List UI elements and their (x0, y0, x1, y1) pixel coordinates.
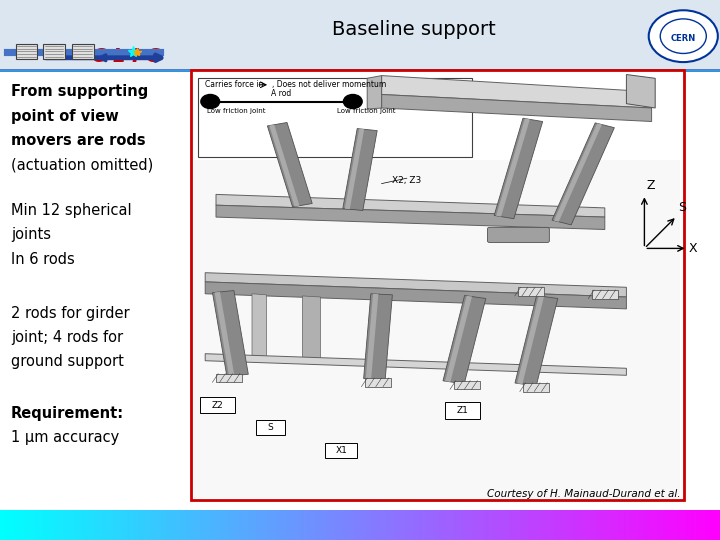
FancyBboxPatch shape (198, 78, 472, 157)
Polygon shape (267, 123, 312, 207)
Polygon shape (517, 296, 544, 384)
Polygon shape (252, 294, 266, 356)
FancyBboxPatch shape (518, 287, 544, 296)
FancyBboxPatch shape (523, 383, 549, 391)
Text: Carries force in: Carries force in (205, 80, 264, 89)
Polygon shape (205, 282, 626, 309)
Polygon shape (554, 123, 602, 222)
Text: X: X (689, 242, 698, 255)
FancyBboxPatch shape (72, 44, 94, 59)
Polygon shape (212, 291, 248, 376)
Text: Risto Nousiainen, CERN BE-RF – Helsinki Institute of Physics – VTT: Risto Nousiainen, CERN BE-RF – Helsinki … (9, 518, 375, 528)
FancyBboxPatch shape (365, 378, 391, 387)
Text: Min 12 spherical: Min 12 spherical (11, 203, 132, 218)
Text: S: S (678, 201, 686, 214)
Text: A rod: A rod (271, 89, 291, 98)
Text: X2, Z3: X2, Z3 (392, 177, 421, 185)
Text: In 6 rods: In 6 rods (11, 252, 75, 267)
Polygon shape (515, 295, 558, 386)
Text: joint; 4 rods for: joint; 4 rods for (11, 330, 123, 345)
Text: Baseline support: Baseline support (332, 20, 496, 39)
Polygon shape (445, 296, 472, 382)
Polygon shape (215, 292, 235, 376)
FancyBboxPatch shape (43, 44, 65, 59)
Polygon shape (216, 194, 605, 217)
Polygon shape (626, 75, 655, 108)
Circle shape (649, 10, 718, 62)
Polygon shape (205, 354, 626, 375)
Polygon shape (367, 76, 382, 109)
FancyBboxPatch shape (256, 420, 285, 435)
FancyBboxPatch shape (200, 397, 235, 413)
Text: movers are rods: movers are rods (11, 133, 145, 148)
Polygon shape (269, 125, 300, 207)
Polygon shape (345, 129, 364, 209)
Polygon shape (343, 129, 377, 211)
Polygon shape (496, 119, 530, 217)
FancyBboxPatch shape (325, 443, 357, 458)
Polygon shape (205, 273, 626, 297)
FancyBboxPatch shape (487, 227, 549, 242)
FancyBboxPatch shape (454, 381, 480, 389)
Polygon shape (382, 76, 652, 108)
Text: joints: joints (11, 227, 51, 242)
Text: Low friction joint: Low friction joint (337, 108, 395, 114)
Text: Z1: Z1 (456, 406, 468, 415)
Text: ground support: ground support (11, 354, 124, 369)
FancyBboxPatch shape (194, 160, 680, 498)
Polygon shape (366, 294, 379, 379)
Text: Z: Z (647, 179, 655, 192)
Polygon shape (302, 296, 320, 359)
Text: 2 rods for girder: 2 rods for girder (11, 306, 130, 321)
Text: S: S (268, 423, 274, 431)
FancyBboxPatch shape (191, 70, 684, 500)
Polygon shape (494, 118, 543, 219)
FancyBboxPatch shape (16, 44, 37, 59)
Circle shape (201, 94, 220, 109)
Text: 1 μm accuracy: 1 μm accuracy (11, 430, 119, 445)
Text: CERN: CERN (670, 35, 696, 43)
FancyBboxPatch shape (0, 0, 720, 70)
Text: Courtesy of H. Mainaud-Durand et al.: Courtesy of H. Mainaud-Durand et al. (487, 489, 680, 498)
Text: C L I C: C L I C (92, 47, 160, 66)
Text: , Does not deliver momentum: , Does not deliver momentum (272, 80, 387, 89)
Text: (actuation omitted): (actuation omitted) (11, 157, 153, 172)
Polygon shape (552, 123, 614, 225)
Circle shape (343, 94, 362, 109)
Text: Low friction joint: Low friction joint (207, 108, 265, 114)
Polygon shape (382, 94, 652, 122)
FancyBboxPatch shape (216, 374, 242, 382)
Text: 28/02/2021: 28/02/2021 (647, 518, 711, 528)
Text: Requirement:: Requirement: (11, 406, 124, 421)
Text: point of view: point of view (11, 109, 119, 124)
FancyBboxPatch shape (445, 402, 480, 418)
FancyBboxPatch shape (592, 290, 618, 299)
Text: Z2: Z2 (212, 401, 223, 409)
Polygon shape (443, 295, 486, 384)
Text: From supporting: From supporting (11, 84, 148, 99)
Polygon shape (364, 294, 392, 380)
Polygon shape (216, 205, 605, 229)
Text: X1: X1 (336, 446, 347, 455)
